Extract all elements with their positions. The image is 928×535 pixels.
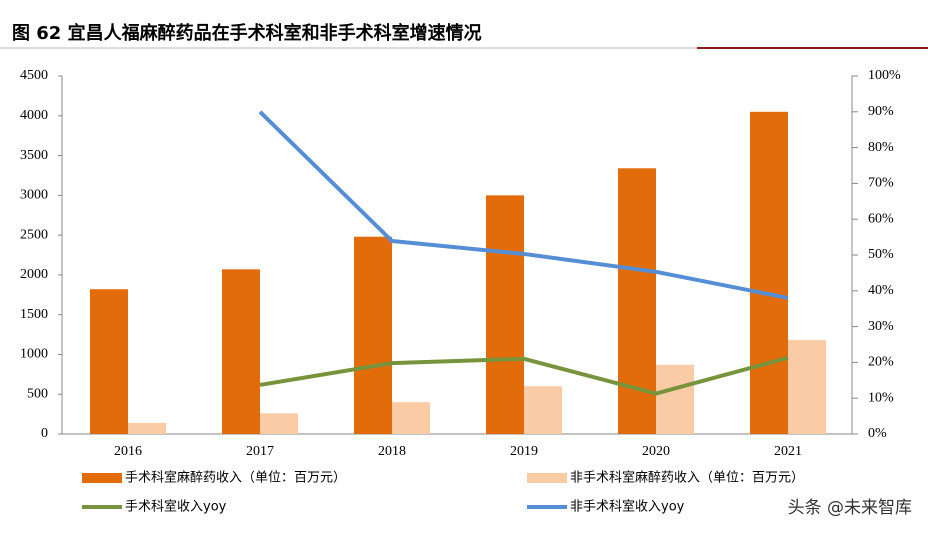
x-tick-label: 2016 (114, 444, 142, 459)
chart-title: 图 62 宜昌人福麻醉药品在手术科室和非手术科室增速情况 (12, 22, 482, 44)
y-tick-label: 1000 (20, 347, 48, 362)
y-tick-label: 500 (27, 386, 48, 401)
bar (788, 340, 826, 434)
y2-tick-label: 70% (868, 176, 894, 191)
y2-tick-label: 30% (868, 319, 894, 334)
y-tick-label: 3000 (20, 188, 48, 203)
bar (656, 364, 694, 434)
y-tick-label: 3500 (20, 148, 48, 163)
bar (750, 111, 788, 435)
y2-tick-label: 60% (868, 211, 894, 226)
line-series (258, 110, 789, 300)
bar (90, 289, 128, 434)
bar (260, 413, 298, 434)
bar (486, 195, 524, 434)
legend-label: 手术科室麻醉药收入（单位：百万元） (125, 470, 346, 486)
y-tick-label: 0 (41, 426, 48, 441)
y2-tick-label: 0% (868, 426, 887, 441)
y2-tick-label: 90% (868, 104, 894, 119)
bar (524, 386, 562, 434)
y-tick-label: 1500 (20, 307, 48, 322)
y-tick-label: 2000 (20, 267, 48, 282)
y-tick-label: 2500 (20, 227, 48, 242)
y2-tick-label: 100% (868, 68, 901, 83)
y-tick-label: 4500 (20, 68, 48, 83)
bar (128, 422, 166, 434)
x-tick-label: 2020 (642, 444, 670, 459)
legend-swatch (527, 473, 567, 483)
y-tick-label: 4000 (20, 108, 48, 123)
x-tick-label: 2019 (510, 444, 538, 459)
x-tick-label: 2018 (378, 444, 406, 459)
y2-tick-label: 50% (868, 247, 894, 262)
y2-tick-label: 40% (868, 283, 894, 298)
x-tick-label: 2021 (774, 444, 802, 459)
bar (222, 269, 260, 434)
y2-tick-label: 10% (868, 390, 894, 405)
x-tick-label: 2017 (246, 444, 274, 459)
y2-tick-label: 80% (868, 140, 894, 155)
y2-tick-label: 20% (868, 355, 894, 370)
bar (618, 168, 656, 435)
legend-label: 非手术科室麻醉药收入（单位：百万元） (570, 470, 804, 486)
watermark: 头条 @未来智库 (788, 498, 912, 518)
legend-swatch (82, 473, 122, 483)
line-series (259, 355, 789, 396)
legend-label: 非手术科室收入yoy (570, 499, 685, 515)
legend-label: 手术科室收入yoy (125, 499, 227, 515)
bar (392, 402, 430, 434)
bar (354, 236, 392, 434)
